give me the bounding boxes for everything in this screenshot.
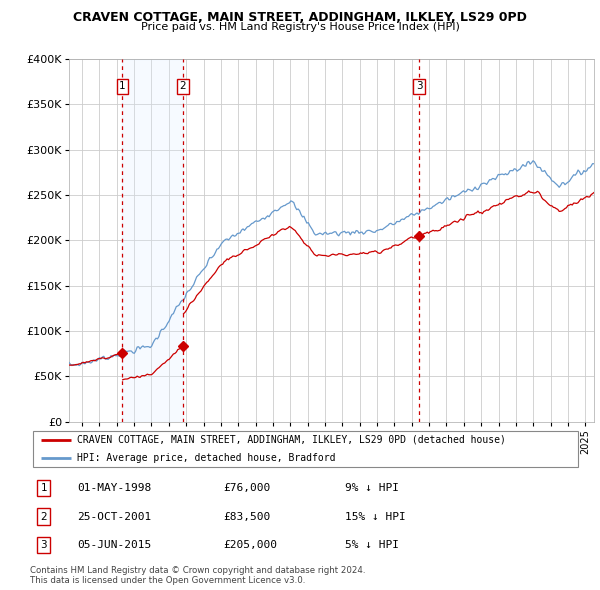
Text: HPI: Average price, detached house, Bradford: HPI: Average price, detached house, Brad… xyxy=(77,453,335,463)
Text: CRAVEN COTTAGE, MAIN STREET, ADDINGHAM, ILKLEY, LS29 0PD (detached house): CRAVEN COTTAGE, MAIN STREET, ADDINGHAM, … xyxy=(77,435,506,445)
Text: Contains HM Land Registry data © Crown copyright and database right 2024.: Contains HM Land Registry data © Crown c… xyxy=(30,566,365,575)
FancyBboxPatch shape xyxy=(33,431,578,467)
Text: £76,000: £76,000 xyxy=(223,483,271,493)
Text: 3: 3 xyxy=(40,540,47,550)
Text: Price paid vs. HM Land Registry's House Price Index (HPI): Price paid vs. HM Land Registry's House … xyxy=(140,22,460,32)
Bar xyxy=(122,59,183,422)
Text: 2: 2 xyxy=(40,512,47,522)
Text: This data is licensed under the Open Government Licence v3.0.: This data is licensed under the Open Gov… xyxy=(30,576,305,585)
Text: 9% ↓ HPI: 9% ↓ HPI xyxy=(344,483,398,493)
Text: 15% ↓ HPI: 15% ↓ HPI xyxy=(344,512,406,522)
Text: 5% ↓ HPI: 5% ↓ HPI xyxy=(344,540,398,550)
Text: 05-JUN-2015: 05-JUN-2015 xyxy=(77,540,151,550)
Text: 2: 2 xyxy=(179,81,186,91)
Text: 01-MAY-1998: 01-MAY-1998 xyxy=(77,483,151,493)
Text: £205,000: £205,000 xyxy=(223,540,277,550)
Text: £83,500: £83,500 xyxy=(223,512,271,522)
Text: CRAVEN COTTAGE, MAIN STREET, ADDINGHAM, ILKLEY, LS29 0PD: CRAVEN COTTAGE, MAIN STREET, ADDINGHAM, … xyxy=(73,11,527,24)
Text: 3: 3 xyxy=(416,81,422,91)
Text: 25-OCT-2001: 25-OCT-2001 xyxy=(77,512,151,522)
Text: 1: 1 xyxy=(40,483,47,493)
Text: 1: 1 xyxy=(119,81,126,91)
